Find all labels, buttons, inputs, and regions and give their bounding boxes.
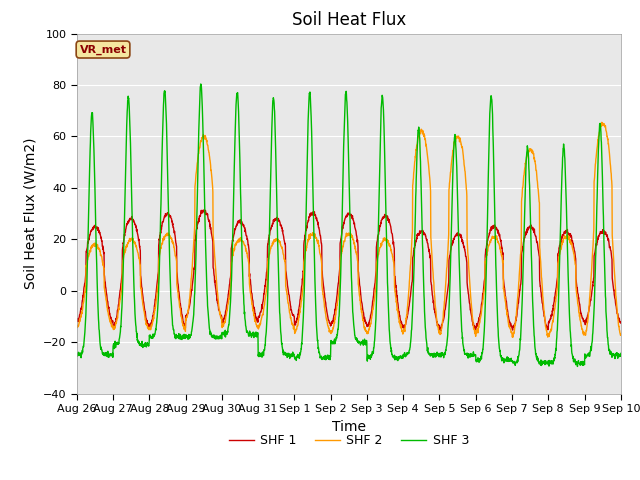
SHF 1 xyxy=(225,288,232,293)
SHF 2 xyxy=(73,325,81,331)
SHF 2 xyxy=(376,244,384,250)
SHF 1 xyxy=(376,223,384,228)
SHF 2 xyxy=(225,299,232,305)
SHF 3 xyxy=(584,353,592,359)
SHF 2 xyxy=(509,335,516,340)
SHF 1 xyxy=(617,320,625,326)
Title: Soil Heat Flux: Soil Heat Flux xyxy=(292,11,406,29)
SHF 1 xyxy=(570,240,577,246)
SHF 3 xyxy=(573,363,581,369)
Text: VR_met: VR_met xyxy=(79,44,127,55)
SHF 1 xyxy=(200,207,207,213)
SHF 2 xyxy=(507,327,515,333)
SHF 3 xyxy=(617,350,625,356)
SHF 3 xyxy=(225,322,232,328)
SHF 1 xyxy=(472,329,479,335)
SHF 2 xyxy=(584,316,592,322)
SHF 3 xyxy=(507,358,515,364)
Legend: SHF 1, SHF 2, SHF 3: SHF 1, SHF 2, SHF 3 xyxy=(223,429,474,452)
SHF 3 xyxy=(197,81,205,87)
SHF 2 xyxy=(365,330,372,336)
SHF 2 xyxy=(617,332,625,337)
SHF 3 xyxy=(73,351,81,357)
SHF 3 xyxy=(376,133,384,139)
Y-axis label: Soil Heat Flux (W/m2): Soil Heat Flux (W/m2) xyxy=(23,138,37,289)
SHF 1 xyxy=(73,317,81,323)
SHF 3 xyxy=(569,355,577,361)
SHF 2 xyxy=(598,120,605,125)
X-axis label: Time: Time xyxy=(332,420,366,433)
Line: SHF 3: SHF 3 xyxy=(77,84,621,366)
Line: SHF 1: SHF 1 xyxy=(77,210,621,332)
SHF 1 xyxy=(365,320,372,326)
SHF 2 xyxy=(569,247,577,252)
SHF 1 xyxy=(508,324,515,330)
Line: SHF 2: SHF 2 xyxy=(77,122,621,337)
SHF 1 xyxy=(584,310,592,315)
SHF 3 xyxy=(365,355,372,361)
